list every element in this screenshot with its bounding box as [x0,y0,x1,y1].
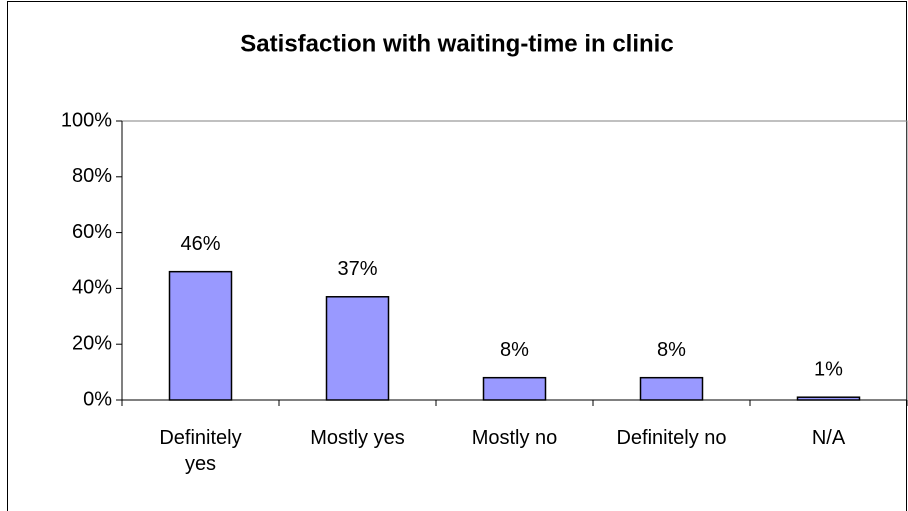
y-tick-label: 40% [72,277,112,299]
chart-border [7,1,907,511]
data-label: 8% [500,339,529,361]
x-tick-label: N/A [811,427,846,449]
y-tick-label: 0% [83,388,112,410]
data-label: 37% [337,258,377,280]
data-label: 1% [814,358,843,380]
bar [168,270,233,401]
chart-title: Satisfaction with waiting-time in clinic [240,30,673,57]
y-tick-label: 100% [61,109,112,131]
y-tick-label: 20% [72,332,112,354]
bar [482,376,547,401]
data-label: 8% [657,339,686,361]
x-tick-label: Definitely no [616,427,727,449]
x-tick-label: Definitely yes [159,427,242,475]
x-tick-label: Mostly no [471,427,558,449]
bar [796,396,861,401]
x-tick-label: Mostly yes [310,427,405,449]
bar [639,376,704,401]
y-tick-label: 60% [72,221,112,243]
bar [325,296,390,401]
y-tick-label: 80% [72,165,112,187]
data-label: 46% [180,233,220,255]
